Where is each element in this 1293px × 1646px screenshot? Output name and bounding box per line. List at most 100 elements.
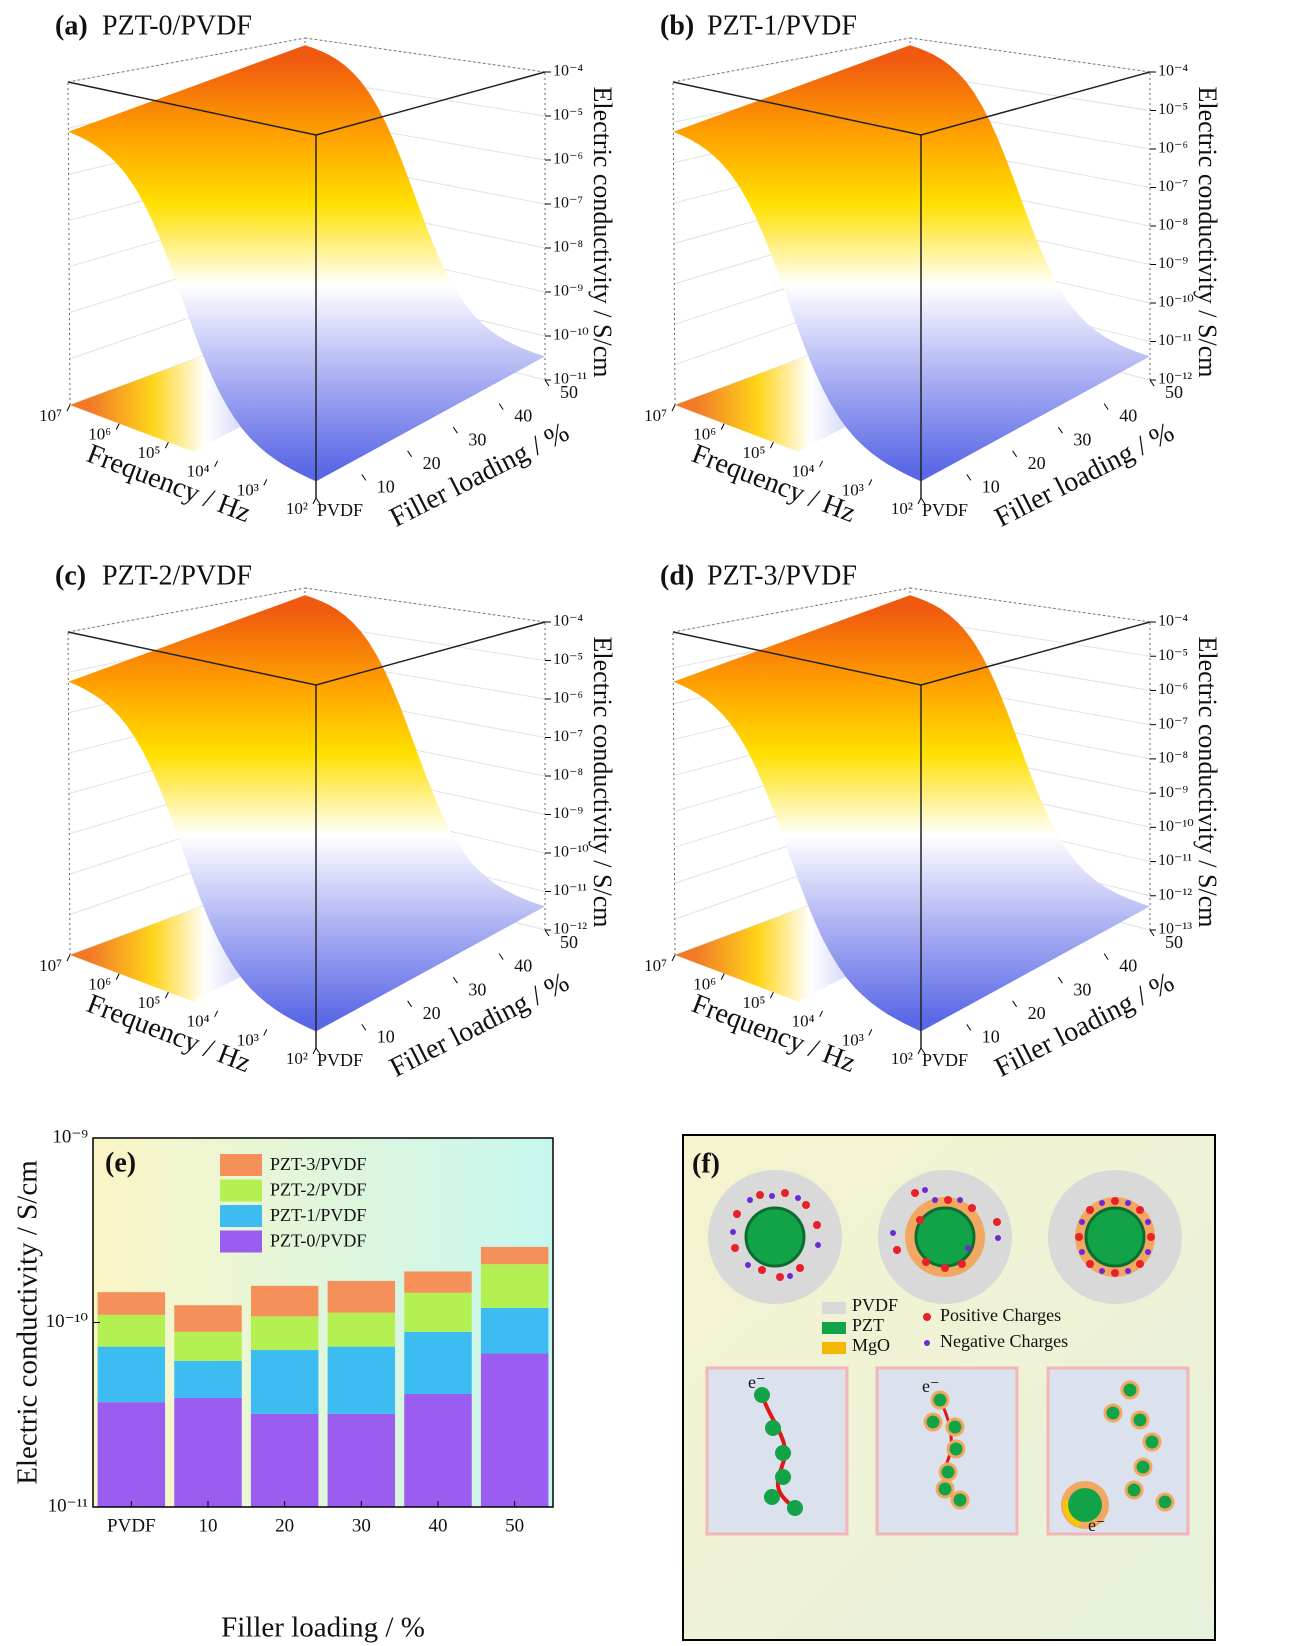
y-tick <box>407 1000 413 1008</box>
z-tick-label: 10⁻¹⁰ <box>1158 818 1194 835</box>
y-tick <box>1057 426 1063 434</box>
particle-bare <box>708 1170 842 1304</box>
y-tick <box>920 1047 926 1055</box>
x-axis-title: Frequency / Hz <box>688 438 860 529</box>
box-edge <box>672 81 922 136</box>
box-edge <box>672 631 676 956</box>
z-tick-label: 10⁻⁴ <box>553 63 583 80</box>
electron-label: e⁻ <box>748 1372 766 1392</box>
box-edge <box>909 37 1151 73</box>
y-tick <box>1149 929 1155 937</box>
bar-segment <box>480 1246 549 1265</box>
bar-segment <box>97 1314 166 1347</box>
x-tick <box>115 423 120 430</box>
x-tick-label: 20 <box>275 1515 294 1536</box>
z-tick-label: 10⁻⁶ <box>1158 140 1188 157</box>
z-tick-label: 10⁻⁷ <box>553 728 583 745</box>
y-tick-label: 50 <box>1165 932 1183 952</box>
x-tick-label: 10⁷ <box>644 406 667 425</box>
z-tick-label: 10⁻⁴ <box>553 613 583 630</box>
x-tick-label: 10⁴ <box>792 1012 815 1031</box>
z-tick-label: 10⁻⁵ <box>553 651 583 668</box>
y-tick-label: PVDF <box>922 500 968 520</box>
y-tick-label: 50 <box>1165 382 1183 402</box>
y-tick <box>1012 1000 1018 1008</box>
x-tick <box>263 1029 268 1036</box>
box-edge <box>67 81 71 406</box>
x-axis-title: Frequency / Hz <box>83 988 255 1079</box>
particle-mgo-coated <box>878 1170 1012 1304</box>
x-tick <box>263 479 268 486</box>
x-tick-label: 10⁴ <box>187 462 210 481</box>
x-tick <box>868 1029 873 1036</box>
z-tick-label: 10⁻⁷ <box>1158 178 1188 195</box>
x-tick-label: 10³ <box>842 480 864 499</box>
bar-segment <box>327 1413 396 1507</box>
x-tick-label: 10³ <box>237 1030 259 1049</box>
y-tick <box>1057 976 1063 984</box>
z-tick-label: 10⁻⁹ <box>553 283 583 300</box>
z-tick-label: 10⁻⁹ <box>1158 784 1188 801</box>
panel-label: (d) <box>660 560 694 591</box>
box-edge <box>315 71 546 136</box>
box-edge <box>304 587 546 623</box>
bar-segment <box>480 1353 549 1507</box>
y-tick-label: 20 <box>1028 1003 1046 1023</box>
electron-label: e⁻ <box>922 1376 940 1396</box>
z-tick-label: 10⁻⁷ <box>1158 715 1188 732</box>
z-tick-label: 10⁻⁶ <box>1158 681 1188 698</box>
legend-dot <box>924 1340 930 1346</box>
y-tick-label: 10 <box>377 477 395 497</box>
box-edge <box>67 587 306 633</box>
x-tick <box>720 973 725 980</box>
x-tick-label: 50 <box>505 1515 524 1536</box>
y-tick-label: 30 <box>468 979 486 999</box>
z-tick-label: 10⁻¹¹ <box>1158 852 1192 869</box>
y-tick <box>361 1024 367 1031</box>
z-axis-title: Electric conductivity / S/cm <box>588 87 617 378</box>
legend-label: PZT-1/PVDF <box>270 1205 366 1225</box>
box-edge <box>672 631 922 686</box>
y-tick-label: 30 <box>468 429 486 449</box>
bar-segment <box>174 1397 242 1507</box>
x-tick <box>671 404 676 412</box>
box-edge <box>920 71 1151 136</box>
x-tick <box>115 973 120 980</box>
z-tick-label: 10⁻⁵ <box>1158 101 1188 118</box>
electron-label: e⁻ <box>1088 1515 1106 1535</box>
x-tick-label: 10⁴ <box>792 462 815 481</box>
y-tick <box>452 426 458 434</box>
y-tick <box>1149 379 1155 387</box>
x-tick <box>312 1047 317 1055</box>
panel-label: (b) <box>660 10 694 41</box>
x-tick-label: 10³ <box>237 480 259 499</box>
legend-swatch <box>822 1302 846 1314</box>
x-tick-label: 10⁶ <box>693 975 716 994</box>
box-edge <box>672 81 676 406</box>
bar-segment <box>250 1316 319 1350</box>
panel-3d: 10⁻⁴ 10⁻⁵ 10⁻⁶ 10⁻⁷ 10⁻⁸ 10⁻⁹ 10⁻¹⁰ 10⁻¹¹ 10⁻¹² 1… <box>644 560 1222 1083</box>
panel-label: (c) <box>55 560 86 591</box>
y-tick-label: 40 <box>1119 406 1137 426</box>
x-tick-label: 10⁵ <box>137 993 160 1012</box>
box-edge <box>304 37 546 73</box>
surface <box>68 45 546 482</box>
legend-label: MgO <box>852 1335 890 1355</box>
y-tick-label: 10⁻¹¹ <box>48 1495 89 1516</box>
y-tick <box>315 497 321 505</box>
chain-box: e⁻ <box>705 1366 849 1536</box>
z-tick-label: 10⁻⁷ <box>553 195 583 212</box>
y-tick <box>544 379 550 387</box>
x-axis-title: Filler loading / % <box>221 1612 425 1644</box>
bar-segment <box>327 1312 396 1347</box>
y-tick <box>361 474 367 481</box>
y-tick-label: 10 <box>982 1027 1000 1047</box>
y-tick <box>920 497 926 505</box>
legend-dot <box>923 1313 931 1321</box>
legend-label: PZT <box>852 1315 884 1335</box>
legend-label: PVDF <box>852 1295 898 1315</box>
x-tick <box>720 423 725 430</box>
y-tick-label: PVDF <box>922 1050 968 1070</box>
legend-swatch <box>220 1230 262 1253</box>
chain-box: e⁻ <box>875 1366 1019 1536</box>
